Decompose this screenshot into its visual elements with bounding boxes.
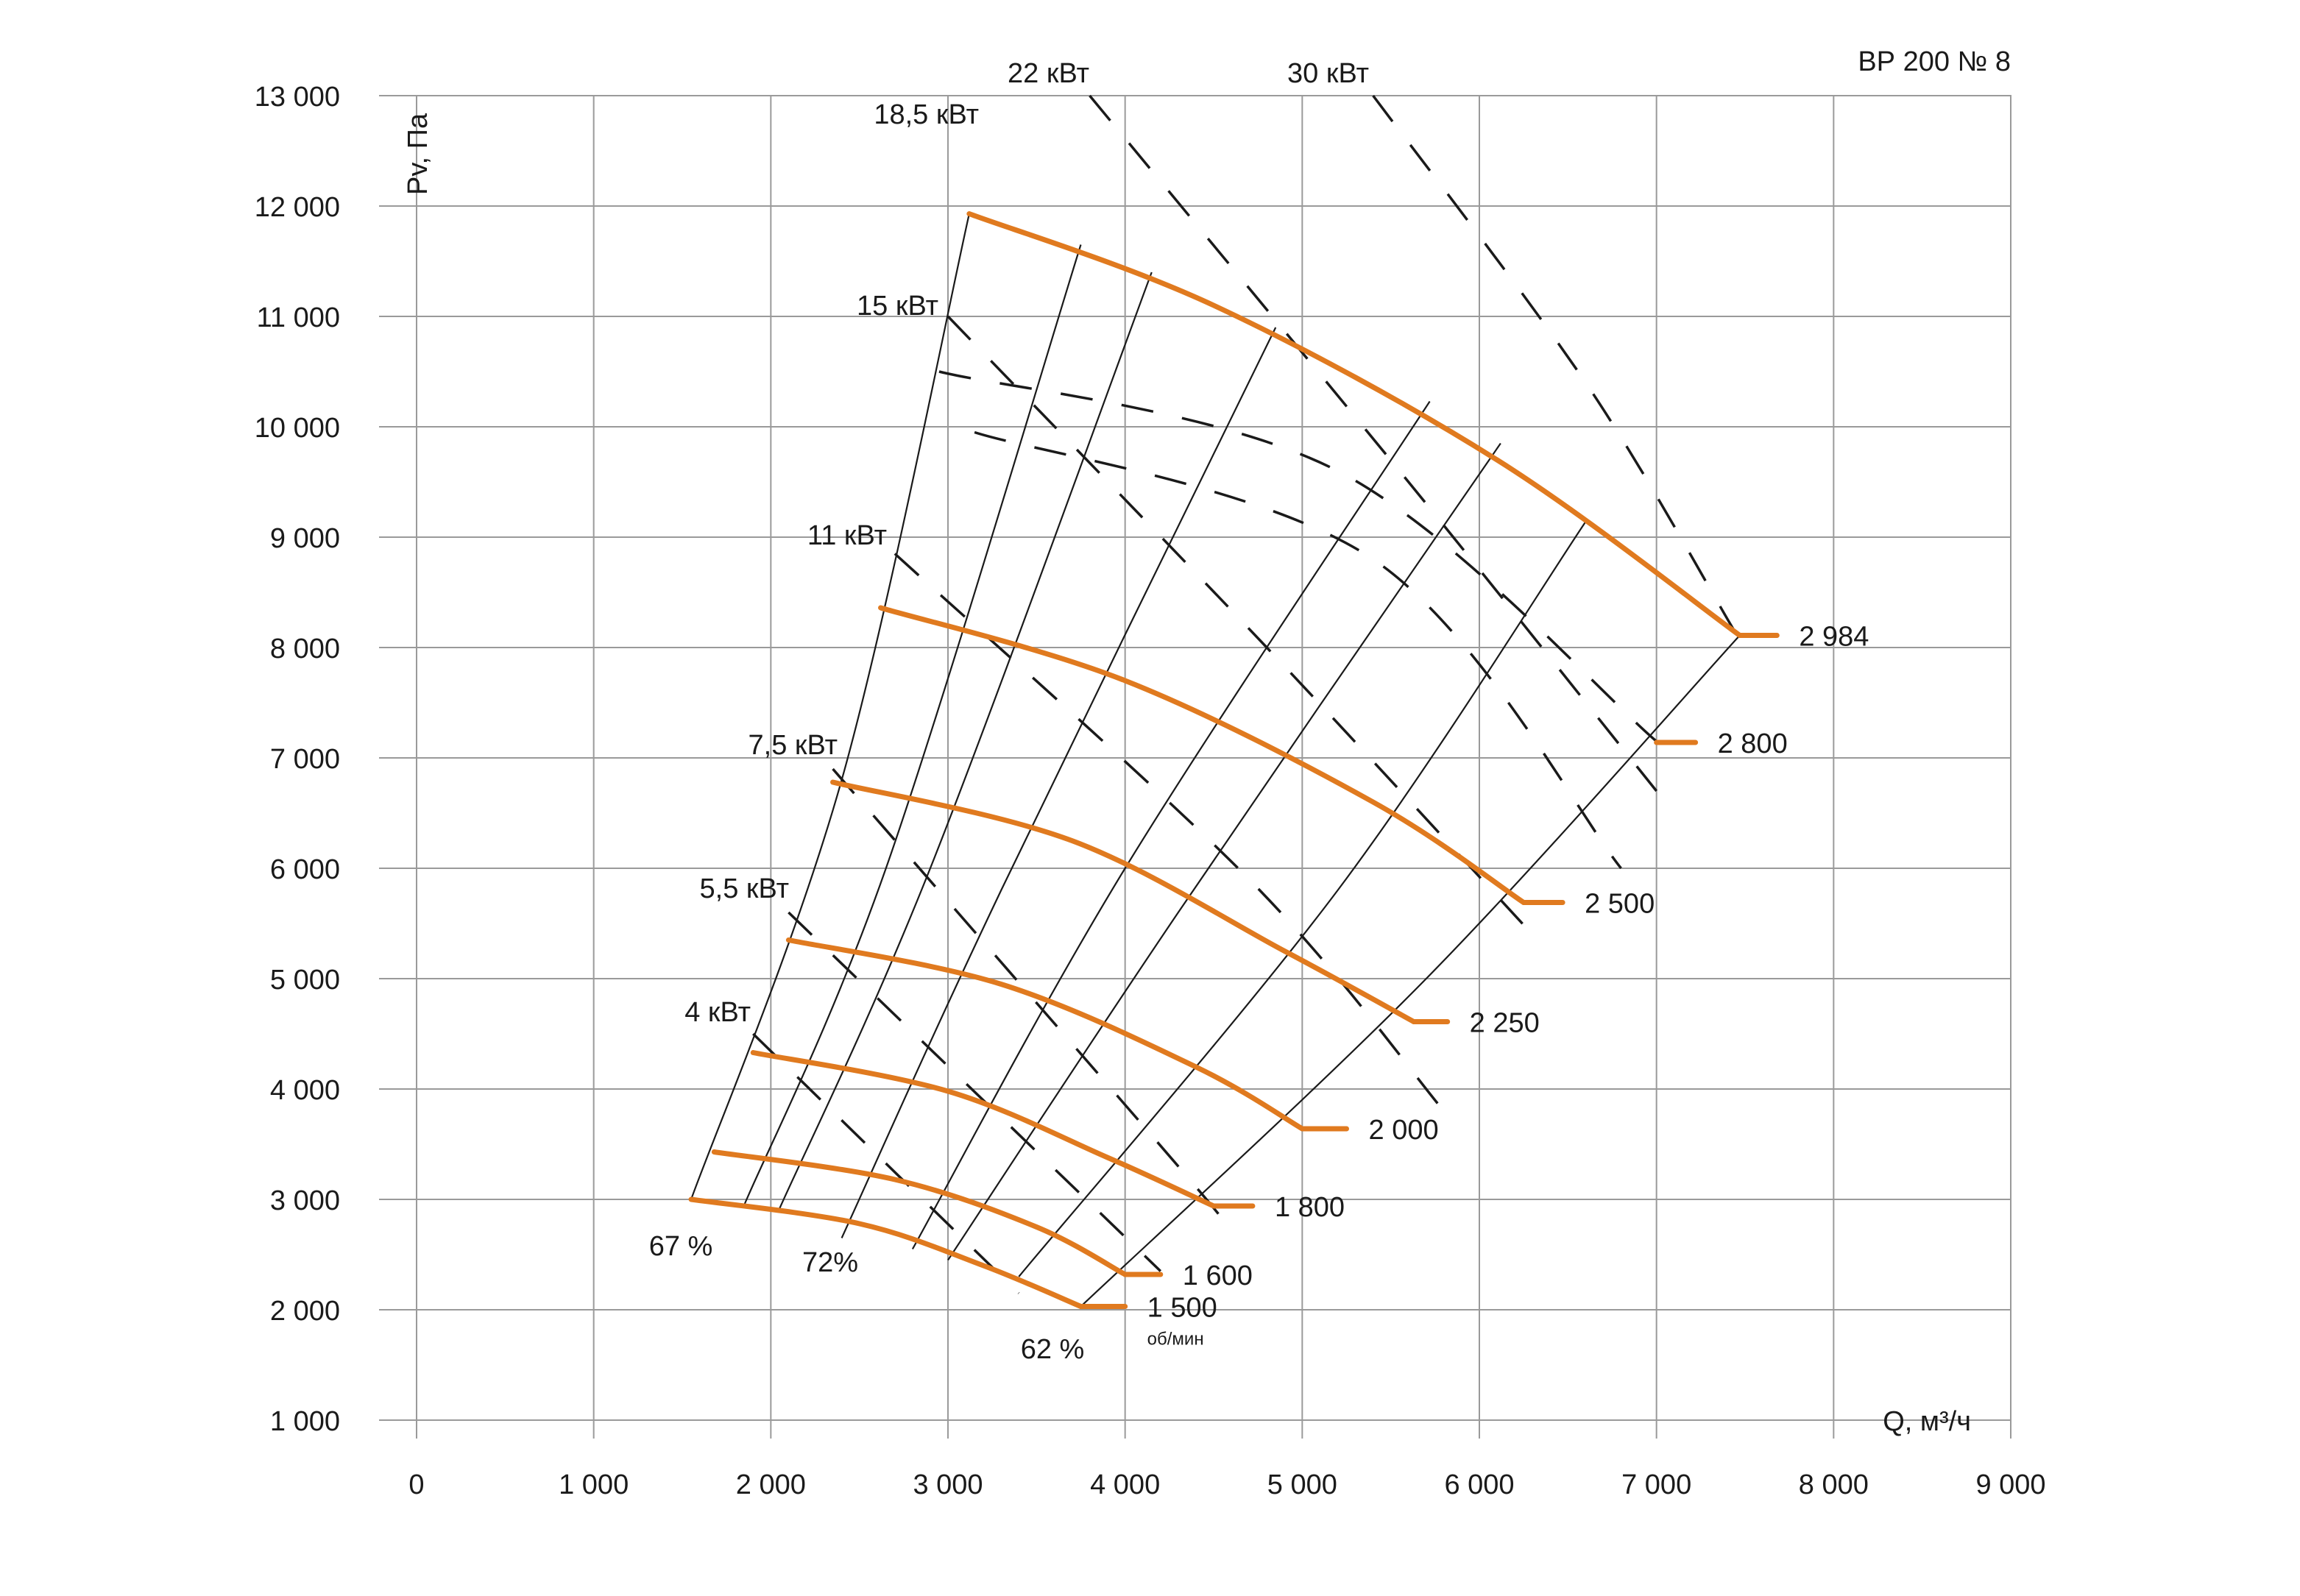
x-tick-label: 8 000 (1799, 1469, 1869, 1500)
power-label: 22 кВт (1008, 58, 1089, 89)
x-axis-label: Q, м³/ч (1883, 1406, 1971, 1437)
efficiency-line (1080, 634, 1741, 1308)
power-label: 18,5 кВт (874, 99, 979, 130)
x-tick-label: 3 000 (913, 1469, 983, 1500)
speed-label: 2 984 (1799, 622, 1869, 653)
speed-label: 2 000 (1369, 1115, 1439, 1146)
speed-curve (688, 1196, 1083, 1309)
y-tick-label: 10 000 (255, 413, 340, 444)
speed-curve (878, 605, 1526, 905)
efficiency-lines: 67 % 72% 62 % (649, 213, 1741, 1365)
plot-frame (416, 95, 2011, 1421)
power-label: 11 кВт (807, 520, 887, 551)
speed-curve (830, 779, 1417, 1024)
x-tick-label: 0 (408, 1469, 424, 1500)
power-label: 15 кВт (857, 291, 938, 322)
speed-curve (785, 937, 1305, 1132)
power-label: 4 кВт (684, 997, 751, 1028)
power-line (946, 315, 1534, 936)
axis-ticks: 0 1 000 2 000 3 000 4 000 5 000 6 000 7 000 8 00… (255, 82, 2046, 1500)
speed-label: 1 600 (1183, 1260, 1253, 1291)
speed-unit-label: об/мин (1147, 1330, 1204, 1349)
y-axis-label: Pv, Па (403, 113, 434, 195)
efficiency-line (911, 400, 1431, 1250)
speed-curve (711, 1149, 1128, 1277)
y-tick-label: 3 000 (270, 1185, 340, 1216)
efficiency-label: 62 % (1021, 1334, 1085, 1365)
y-tick-label: 7 000 (270, 744, 340, 775)
y-tick-label: 8 000 (270, 634, 340, 664)
y-tick-label: 12 000 (255, 192, 340, 223)
speed-label: 1 800 (1275, 1192, 1345, 1223)
y-tick-label: 9 000 (270, 523, 340, 554)
power-line (1089, 94, 1658, 792)
y-tick-label: 2 000 (270, 1296, 340, 1327)
y-tick-label: 11 000 (257, 302, 340, 333)
x-tick-label: 2 000 (736, 1469, 806, 1500)
efficiency-line (841, 327, 1277, 1238)
power-label: 30 кВт (1287, 58, 1369, 89)
power-line (1372, 94, 1736, 632)
chart-title: ВР 200 № 8 (1858, 46, 2011, 77)
power-line (974, 430, 1622, 870)
power-label: 5,5 кВт (700, 873, 790, 904)
speed-curve (966, 211, 1743, 638)
efficiency-line (779, 272, 1153, 1209)
y-tick-label: 13 000 (255, 82, 340, 113)
speed-label: 2 800 (1718, 728, 1788, 759)
x-tick-label: 4 000 (1090, 1469, 1160, 1500)
x-tick-label: 1 000 (559, 1469, 629, 1500)
y-tick-label: 5 000 (270, 965, 340, 996)
y-tick-label: 1 000 (270, 1406, 340, 1437)
efficiency-line (743, 244, 1082, 1205)
speed-curves: 1 500 об/мин 1 600 1 800 2 000 2 250 2 500 2 80… (688, 211, 1869, 1349)
y-tick-label: 6 000 (270, 854, 340, 885)
power-label: 7,5 кВт (749, 730, 838, 761)
y-tick-label: 4 000 (270, 1075, 340, 1106)
power-line (894, 553, 1446, 1113)
x-tick-label: 6 000 (1444, 1469, 1514, 1500)
efficiency-label: 67 % (649, 1231, 713, 1262)
speed-label: 1 500 (1147, 1293, 1217, 1324)
speed-label: 2 250 (1470, 1008, 1540, 1039)
speed-label: 2 500 (1585, 889, 1655, 920)
x-tick-label: 5 000 (1267, 1469, 1337, 1500)
x-tick-label: 7 000 (1621, 1469, 1691, 1500)
power-lines: 4 кВт 5,5 кВт 7,5 кВт 11 кВт 15 кВт 18,5 кВт 2… (684, 58, 1736, 1294)
power-line (788, 911, 1162, 1272)
efficiency-line (690, 213, 970, 1200)
efficiency-label: 72% (802, 1247, 858, 1278)
x-tick-label: 9 000 (1975, 1469, 2045, 1500)
speed-curve (750, 1050, 1217, 1209)
efficiency-line (1018, 521, 1587, 1277)
power-line (832, 767, 1233, 1234)
